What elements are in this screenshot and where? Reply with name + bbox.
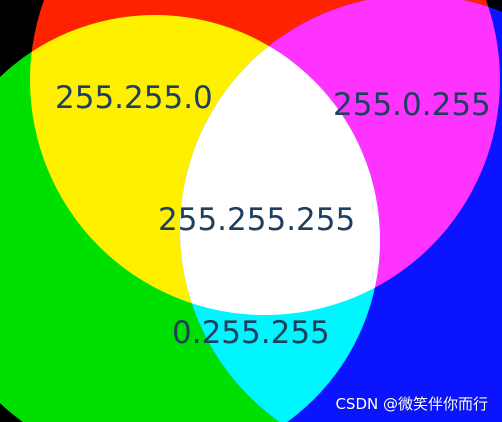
yellow-label: 255.255.0	[55, 80, 213, 116]
white-label: 255.255.255	[158, 202, 355, 238]
white-overlap	[180, 15, 380, 315]
magenta-label: 255.0.255	[333, 87, 491, 123]
cyan-label: 0.255.255	[172, 315, 330, 351]
watermark: CSDN @微笑伴你而行	[335, 395, 488, 413]
